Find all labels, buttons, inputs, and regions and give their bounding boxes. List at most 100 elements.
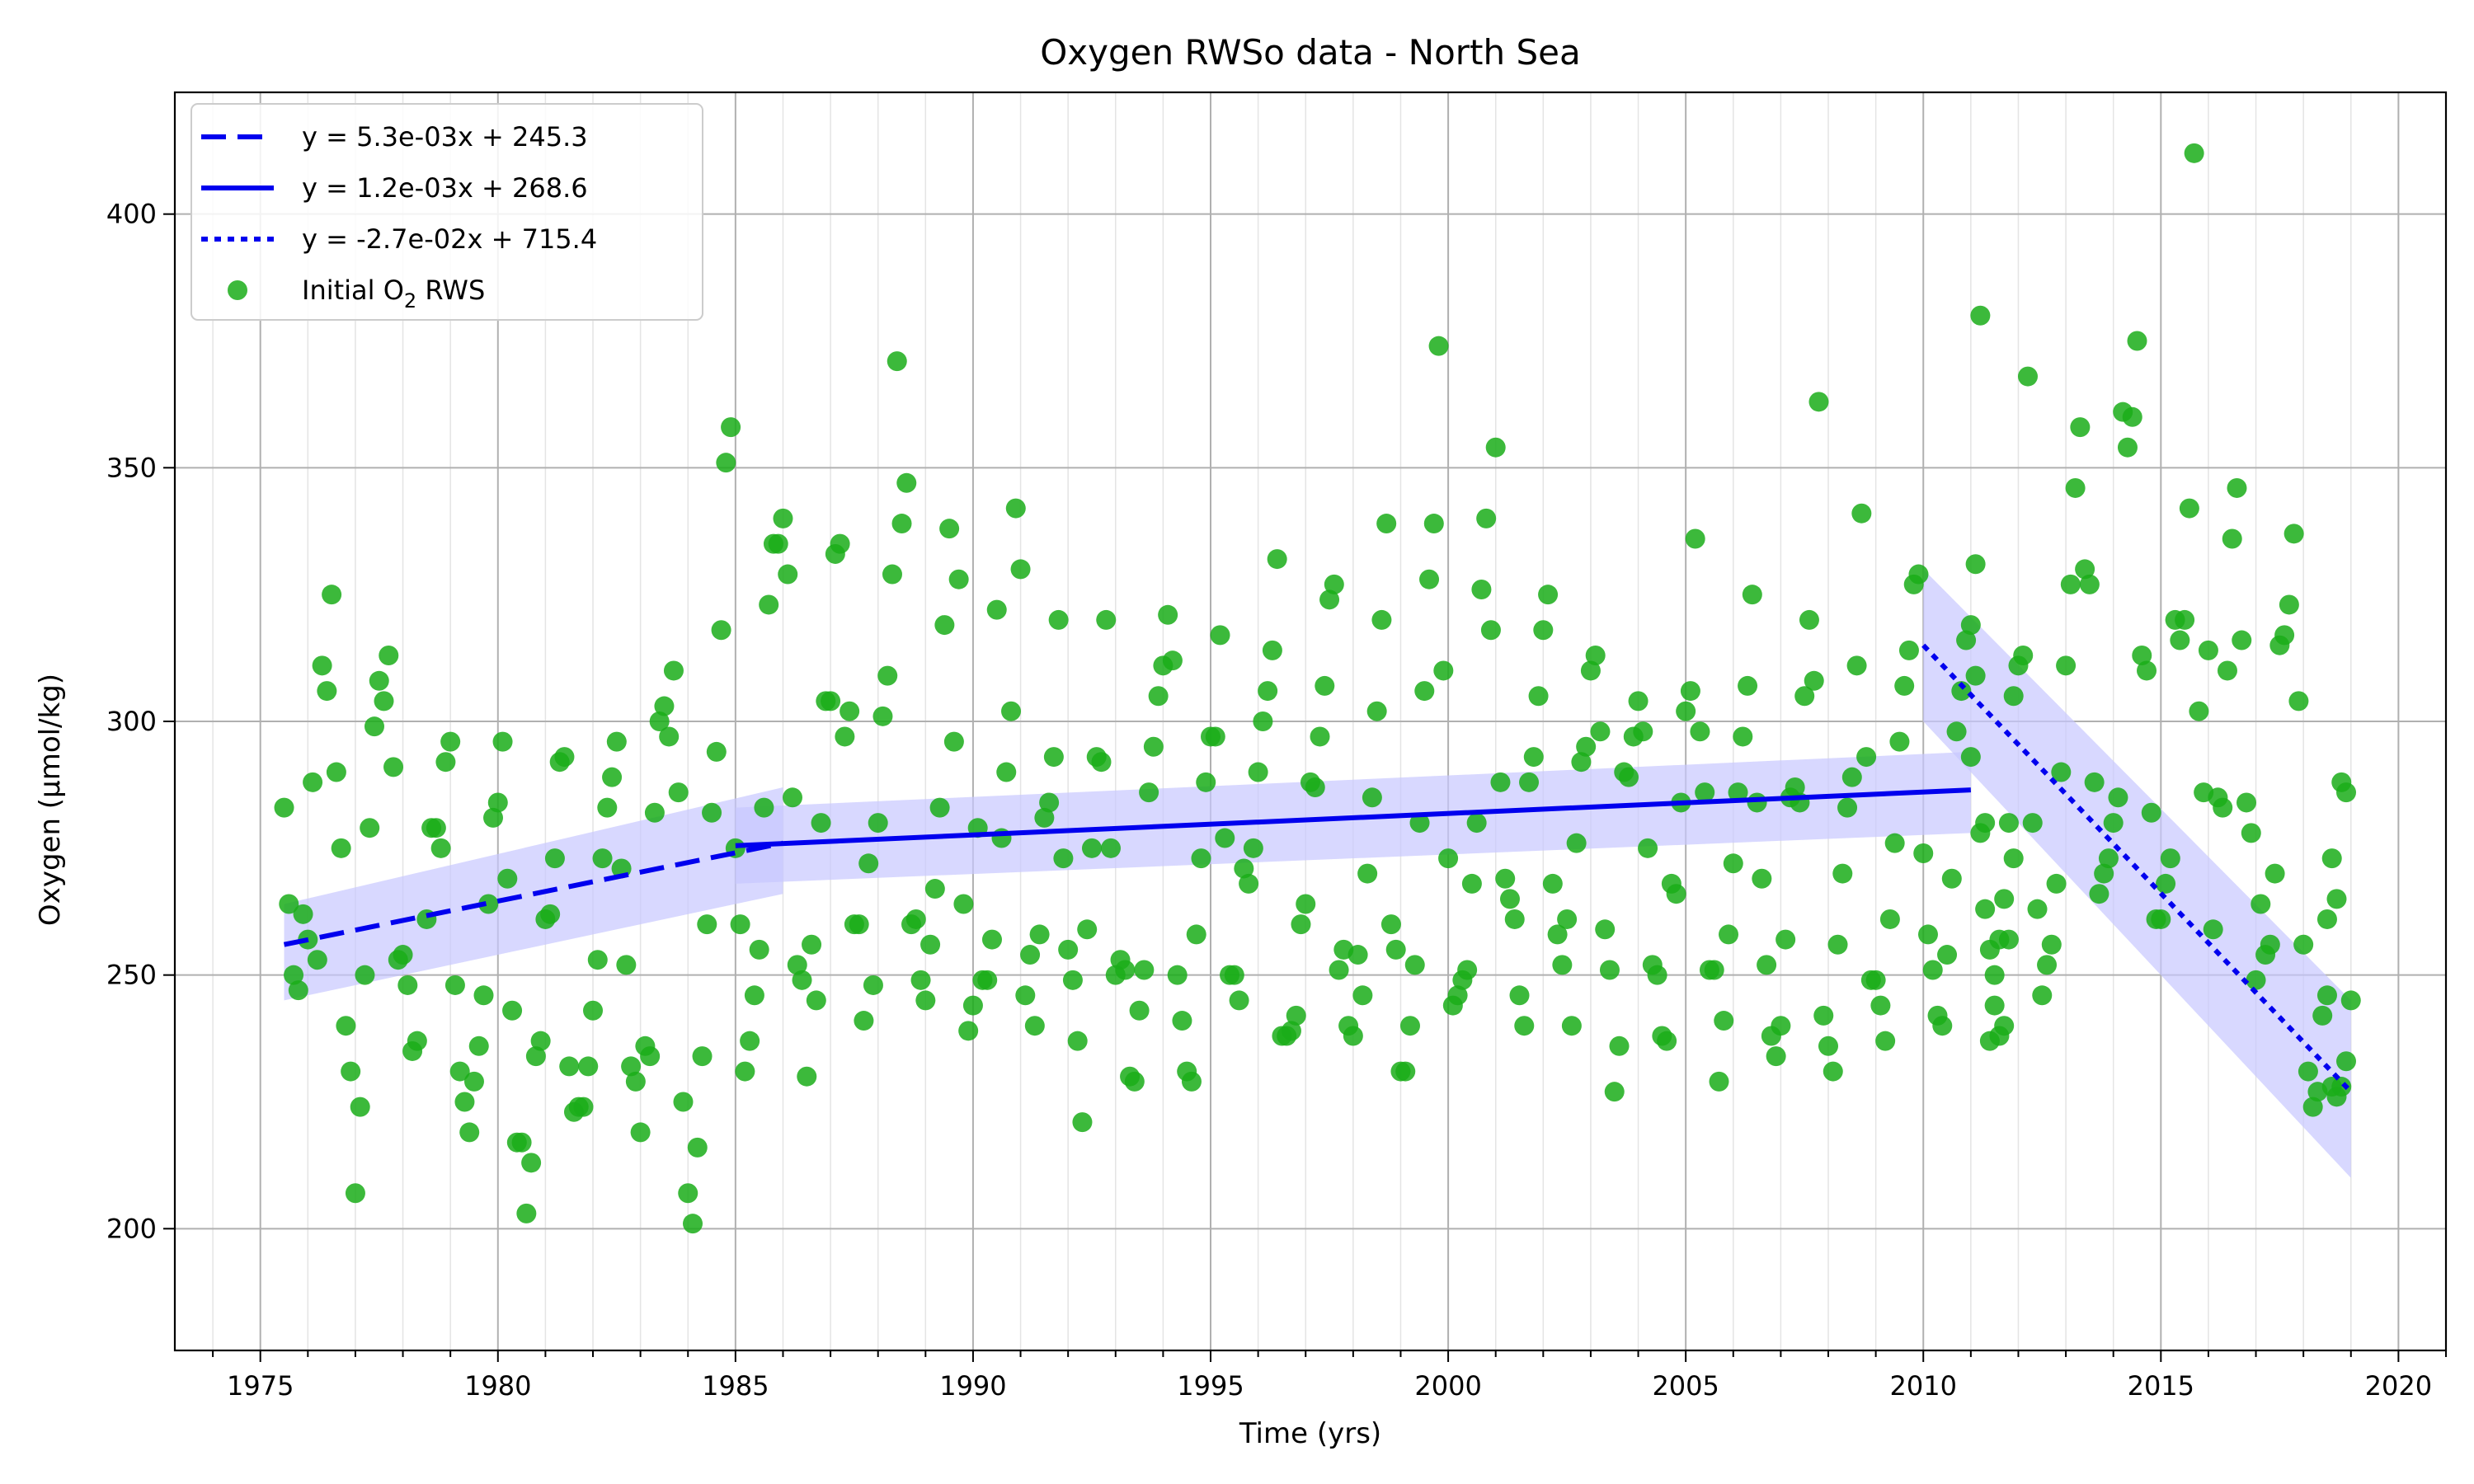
data-point — [1310, 726, 1330, 747]
x-tick-label: 1980 — [464, 1370, 531, 1402]
data-point — [1352, 985, 1373, 1006]
data-point — [483, 807, 504, 828]
data-point — [1129, 1000, 1150, 1021]
data-point — [1362, 787, 1382, 808]
data-point — [1020, 945, 1041, 965]
data-point — [1490, 772, 1511, 792]
data-point — [1542, 873, 1563, 894]
data-point — [2160, 848, 2180, 869]
data-point — [1081, 838, 1102, 858]
data-point — [303, 772, 323, 792]
data-point — [1638, 838, 1658, 858]
data-point — [1329, 960, 1349, 980]
data-point — [2336, 782, 2357, 803]
data-point — [1286, 1005, 1306, 1026]
data-point — [1628, 691, 1649, 711]
data-point — [1695, 782, 1715, 803]
data-point — [1115, 960, 1136, 980]
data-point — [1476, 508, 1497, 528]
data-point — [1471, 580, 1492, 600]
data-point — [1315, 675, 1335, 696]
legend-box — [190, 103, 703, 321]
data-point — [1946, 721, 1967, 742]
data-point — [934, 615, 955, 636]
data-point — [1186, 924, 1206, 945]
data-point — [744, 985, 764, 1006]
data-point — [782, 787, 802, 808]
data-point — [383, 757, 404, 777]
data-point — [1989, 929, 2010, 950]
data-point — [293, 904, 313, 924]
data-point — [872, 706, 893, 726]
data-point — [749, 939, 769, 960]
data-point — [1067, 1031, 1088, 1051]
data-point — [1167, 965, 1188, 985]
data-point — [459, 1122, 480, 1143]
data-point — [1428, 336, 1449, 356]
plot-frame — [173, 91, 2448, 1352]
data-point — [1124, 1071, 1145, 1092]
data-point — [1423, 514, 1444, 534]
data-point — [1519, 772, 1540, 792]
data-point — [502, 1000, 523, 1021]
data-point — [2298, 1061, 2318, 1082]
fit-line-dotted — [1921, 643, 2353, 1094]
data-point — [2003, 848, 2024, 869]
data-point — [1804, 670, 1824, 691]
data-point — [663, 660, 684, 681]
data-point — [1234, 858, 1254, 879]
data-point — [687, 1137, 708, 1158]
data-point — [2141, 802, 2161, 823]
data-point — [1319, 589, 1340, 610]
data-point — [621, 1056, 642, 1077]
legend-label: y = -2.7e-02x + 715.4 — [302, 223, 597, 255]
data-point — [2051, 762, 2072, 782]
data-point — [1039, 792, 1060, 813]
data-point — [2321, 848, 2342, 869]
data-point — [2203, 919, 2223, 940]
data-point — [1210, 625, 1230, 646]
data-point — [2336, 1051, 2357, 1072]
data-point — [2265, 863, 2285, 884]
data-point — [1813, 1005, 1834, 1026]
data-point — [463, 1071, 484, 1092]
data-point — [1984, 995, 2005, 1016]
data-point — [1633, 721, 1653, 742]
data-point — [2213, 797, 2233, 818]
data-point — [2084, 772, 2105, 792]
chart-title: Oxygen RWSo data - North Sea — [1040, 32, 1580, 73]
axes: 200 250 300 350 400 1975 1980 1985 1990 1995 2000 2… — [106, 91, 2448, 1402]
data-point — [2070, 417, 2091, 438]
data-point — [1457, 960, 1478, 980]
data-point — [326, 762, 346, 782]
data-point — [312, 655, 332, 676]
data-point — [1015, 985, 1036, 1006]
data-point — [1139, 782, 1159, 803]
data-point — [1723, 853, 1743, 874]
data-point — [1291, 914, 1311, 935]
data-point — [1281, 1021, 1301, 1041]
data-point — [1385, 939, 1406, 960]
data-point — [1856, 747, 1877, 768]
data-point — [1191, 848, 1211, 869]
data-point — [692, 1046, 713, 1067]
data-point — [1676, 701, 1696, 721]
data-point — [1580, 660, 1601, 681]
data-point — [355, 965, 375, 985]
data-point — [1258, 681, 1278, 702]
data-point — [345, 1183, 365, 1204]
data-point — [1267, 549, 1287, 570]
data-point — [787, 955, 807, 975]
data-point — [1239, 873, 1259, 894]
data-point — [521, 1153, 542, 1173]
data-point — [2251, 894, 2271, 914]
data-point — [1229, 990, 1249, 1011]
data-point — [1979, 1031, 2000, 1051]
data-point — [284, 965, 304, 985]
data-point — [1566, 833, 1587, 853]
data-point — [1538, 585, 1559, 605]
data-point — [2236, 792, 2257, 813]
data-point — [1884, 833, 1905, 853]
data-point — [1865, 970, 1886, 990]
data-point — [849, 914, 869, 935]
